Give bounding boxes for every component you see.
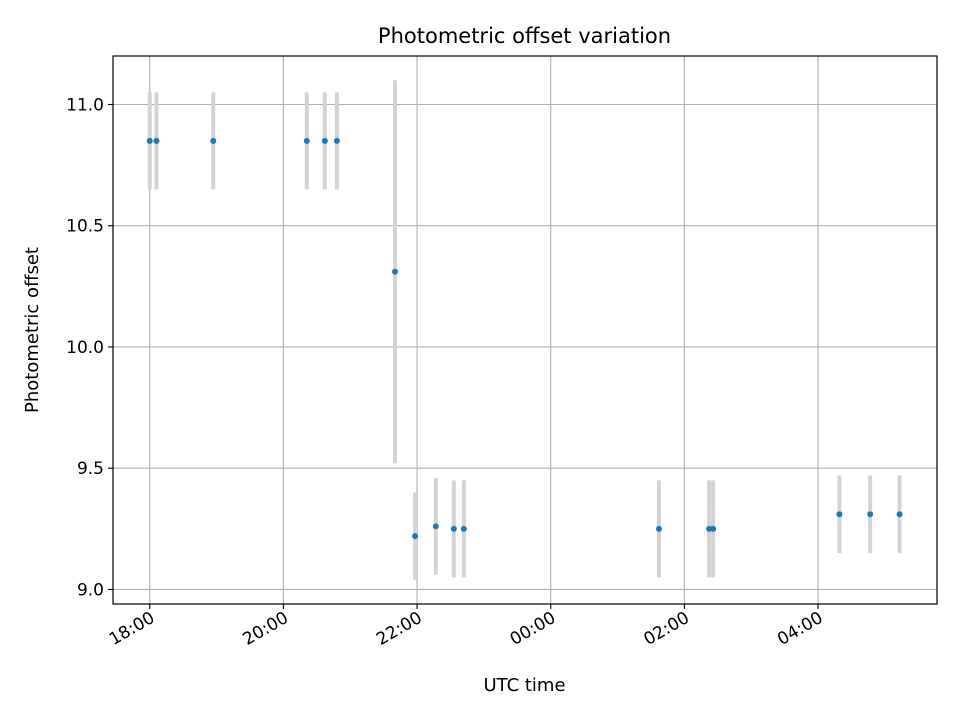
data-point xyxy=(392,268,399,275)
plot-frame xyxy=(112,55,938,605)
data-point xyxy=(412,533,419,540)
chart-title: Photometric offset variation xyxy=(378,24,671,48)
data-point xyxy=(153,137,160,144)
y-tick-label: 9.0 xyxy=(77,580,104,600)
data-point xyxy=(450,525,457,532)
data-point xyxy=(146,137,153,144)
data-point xyxy=(655,525,662,532)
data-point xyxy=(896,511,903,518)
y-axis-label: Photometric offset xyxy=(22,247,43,413)
y-tick-label: 11.0 xyxy=(66,95,104,115)
data-point xyxy=(867,511,874,518)
data-point xyxy=(460,525,467,532)
y-tick-label: 9.5 xyxy=(77,459,104,479)
data-point xyxy=(836,511,843,518)
y-tick-label: 10.0 xyxy=(66,338,104,358)
y-tick-label: 10.5 xyxy=(66,217,104,237)
data-point xyxy=(333,137,340,144)
grid-lines xyxy=(113,56,937,604)
data-point xyxy=(710,525,717,532)
data-point xyxy=(432,523,439,530)
data-points xyxy=(146,137,903,540)
data-point xyxy=(321,137,328,144)
data-point xyxy=(210,137,217,144)
data-point xyxy=(303,137,310,144)
x-axis-label: UTC time xyxy=(483,675,565,696)
